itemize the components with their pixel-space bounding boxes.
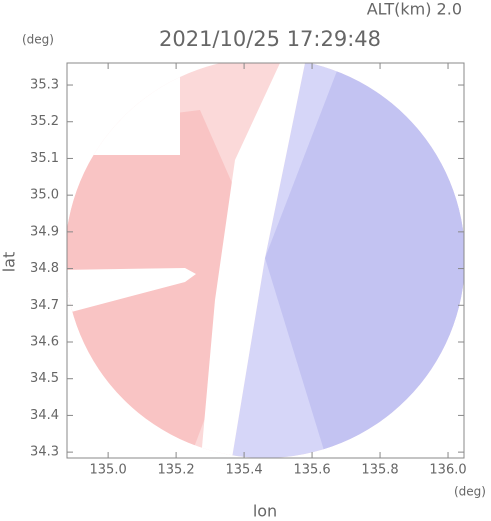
y-tick-label: 34.4: [30, 408, 59, 423]
x-tick-label: 135.8: [361, 463, 398, 478]
chart-title: 2021/10/25 17:29:48: [159, 27, 381, 51]
y-tick-label: 35.2: [30, 114, 59, 129]
x-unit: (deg): [454, 485, 486, 499]
y-unit: (deg): [22, 33, 54, 47]
x-tick-label: 135.2: [157, 463, 194, 478]
y-axis-label: lat: [0, 252, 19, 273]
y-tick-label: 35.3: [30, 78, 59, 93]
x-tick-label: 135.6: [293, 463, 330, 478]
x-tick-label: 135.4: [225, 463, 262, 478]
y-tick-label: 34.8: [30, 261, 59, 276]
y-tick-label: 34.5: [30, 371, 59, 386]
x-tick-label: 136.0: [429, 463, 466, 478]
y-tick-label: 35.1: [30, 151, 59, 166]
y-tick-label: 34.9: [30, 224, 59, 239]
x-tick-label: 135.0: [90, 463, 127, 478]
radar-field: [67, 63, 464, 458]
y-tick-label: 34.7: [30, 298, 59, 313]
y-tick-label: 35.0: [30, 188, 59, 203]
x-axis-label: lon: [253, 502, 277, 521]
y-tick-label: 34.6: [30, 334, 59, 349]
annotation: ALT(km) 2.0: [367, 0, 462, 19]
y-tick-label: 34.3: [30, 445, 59, 460]
plot-frame: [66, 62, 465, 459]
